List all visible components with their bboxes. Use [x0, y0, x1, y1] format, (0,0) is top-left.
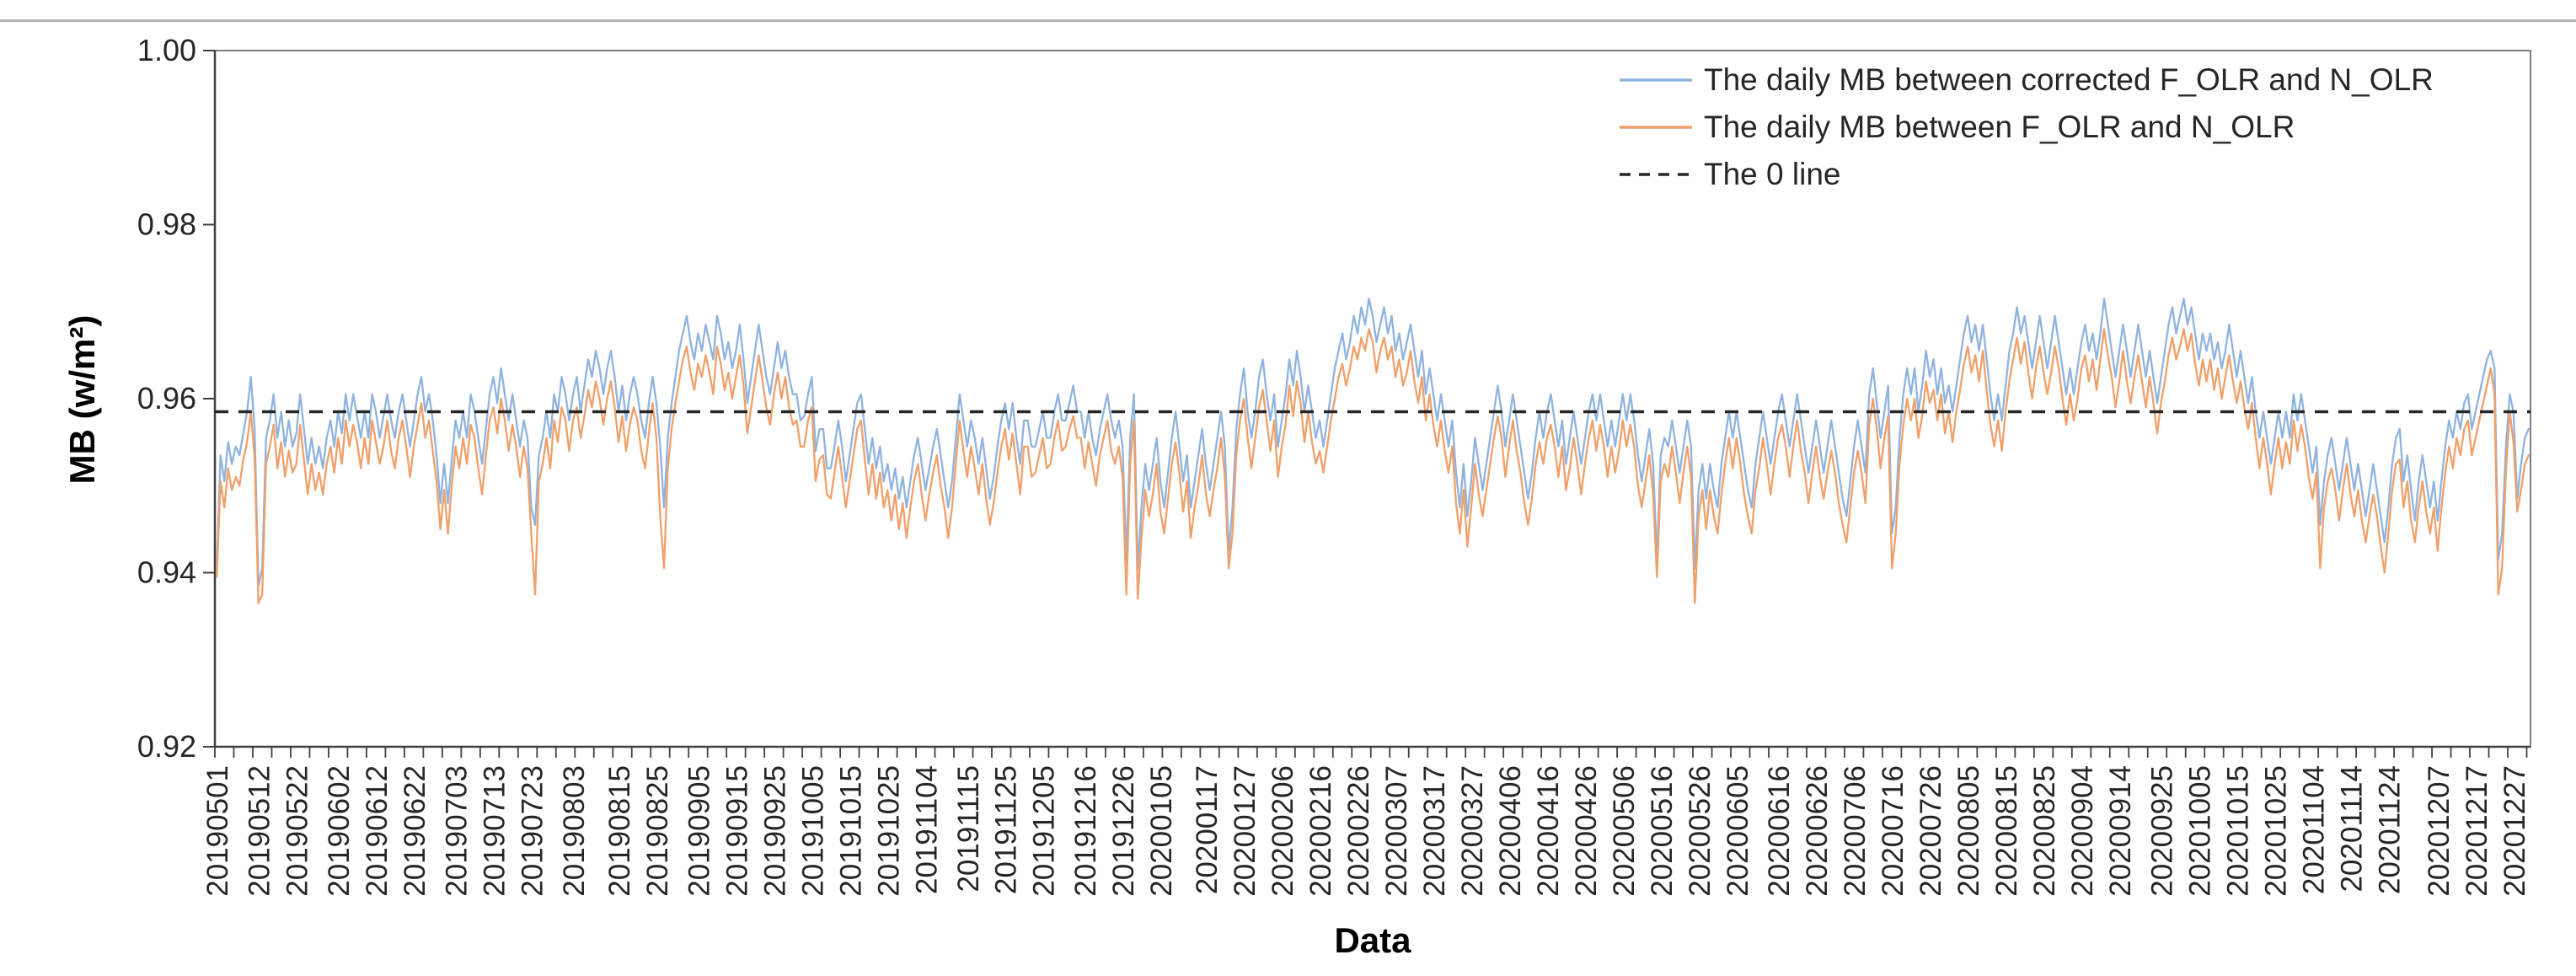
- plot-border: [214, 50, 2531, 748]
- x-tick-label: 20201207: [2423, 765, 2456, 897]
- x-tick-label: 20190925: [758, 765, 791, 897]
- page-top-rule: [0, 19, 2576, 22]
- x-tick-label: 20191115: [952, 765, 985, 893]
- x-tick-label: 20201124: [2373, 765, 2406, 894]
- legend-label-corrected-series: The daily MB between corrected F_OLR and…: [1704, 62, 2434, 97]
- x-tick-label: 20190512: [244, 765, 276, 897]
- y-tick-label: 0.94: [137, 555, 196, 590]
- x-tick-label: 20200127: [1229, 765, 1261, 897]
- x-tick-label: 20200815: [1990, 765, 2023, 897]
- series-line-uncorrected: [216, 328, 2530, 604]
- x-tick-label: 20200117: [1191, 765, 1224, 894]
- x-tick-label: 20200526: [1684, 765, 1716, 897]
- x-tick-label: 20201005: [2183, 765, 2216, 897]
- x-tick-label: 20190803: [558, 765, 591, 897]
- x-tick-label: 20190713: [479, 765, 511, 897]
- x-tick-label: 20200206: [1267, 765, 1299, 897]
- x-tick-label: 20200216: [1304, 765, 1337, 897]
- legend-label-uncorrected-series: The daily MB between F_OLR and N_OLR: [1704, 110, 2295, 144]
- x-tick-label: 20200616: [1763, 765, 1796, 897]
- x-tick-label: 20201104: [2297, 765, 2330, 894]
- x-tick-label: 20191216: [1069, 765, 1102, 897]
- x-tick-label: 20190723: [517, 765, 549, 897]
- x-tick-label: 20190915: [720, 765, 753, 897]
- x-tick-label: 20200726: [1915, 765, 1947, 897]
- x-tick-label: 20200626: [1801, 765, 1834, 897]
- x-tick-label: 20191125: [990, 765, 1023, 894]
- x-tick-label: 20200825: [2028, 765, 2061, 897]
- y-tick-label: 0.92: [137, 729, 196, 764]
- x-axis-title: Data: [1334, 920, 1411, 960]
- x-tick-label: 20200706: [1839, 765, 1872, 897]
- x-tick-label: 20200317: [1418, 765, 1451, 897]
- series-line-corrected: [216, 298, 2530, 587]
- y-tick-label: 0.98: [137, 207, 196, 242]
- y-tick-label: 0.96: [137, 381, 196, 416]
- x-tick-label: 20200914: [2104, 765, 2137, 897]
- x-tick-label: 20191226: [1107, 765, 1140, 897]
- y-tick-label: 1.00: [137, 33, 196, 67]
- legend-label-zero-line: The 0 line: [1704, 157, 1841, 191]
- x-tick-label: 20200904: [2066, 765, 2099, 897]
- x-tick-label: 20190905: [683, 765, 715, 897]
- x-tick-label: 20190703: [441, 765, 474, 897]
- x-tick-label: 20201025: [2259, 765, 2292, 897]
- x-tick-label: 20200307: [1380, 765, 1413, 897]
- x-tick-label: 20200516: [1646, 765, 1679, 897]
- x-tick-label: 20200506: [1608, 765, 1641, 897]
- y-axis-title: MB (w/m²): [62, 315, 102, 485]
- x-tick-label: 20200925: [2145, 765, 2178, 897]
- x-tick-label: 20200105: [1145, 765, 1178, 897]
- x-tick-label: 20200716: [1877, 765, 1909, 897]
- x-tick-label: 20200605: [1722, 765, 1754, 897]
- x-tick-label: 20190602: [323, 765, 356, 897]
- x-tick-label: 20200416: [1532, 765, 1565, 897]
- x-tick-label: 20200805: [1952, 765, 1985, 897]
- x-tick-label: 20191025: [872, 765, 905, 897]
- x-tick-label: 20191005: [796, 765, 829, 897]
- chart-legend: The daily MB between corrected F_OLR and…: [1620, 62, 2434, 191]
- x-tick-label: 20190522: [281, 765, 314, 897]
- x-tick-label: 20200226: [1342, 765, 1375, 897]
- x-tick-label: 20200426: [1570, 765, 1603, 897]
- x-tick-label: 20190815: [603, 765, 636, 897]
- x-tick-label: 20190501: [201, 765, 234, 897]
- x-tick-label: 20200406: [1494, 765, 1527, 897]
- x-tick-label: 20201227: [2498, 765, 2531, 897]
- x-tick-label: 20201114: [2335, 765, 2368, 893]
- x-tick-label: 20191104: [910, 765, 943, 894]
- x-tick-label: 20201217: [2461, 765, 2493, 897]
- x-tick-label: 20190622: [399, 765, 431, 897]
- x-tick-label: 20190612: [361, 765, 394, 897]
- x-tick-label: 20191015: [834, 765, 867, 897]
- x-tick-label: 20190825: [641, 765, 674, 897]
- x-tick-label: 20191205: [1028, 765, 1061, 897]
- x-tick-label: 20200327: [1456, 765, 1489, 897]
- x-tick-label: 20201015: [2221, 765, 2254, 897]
